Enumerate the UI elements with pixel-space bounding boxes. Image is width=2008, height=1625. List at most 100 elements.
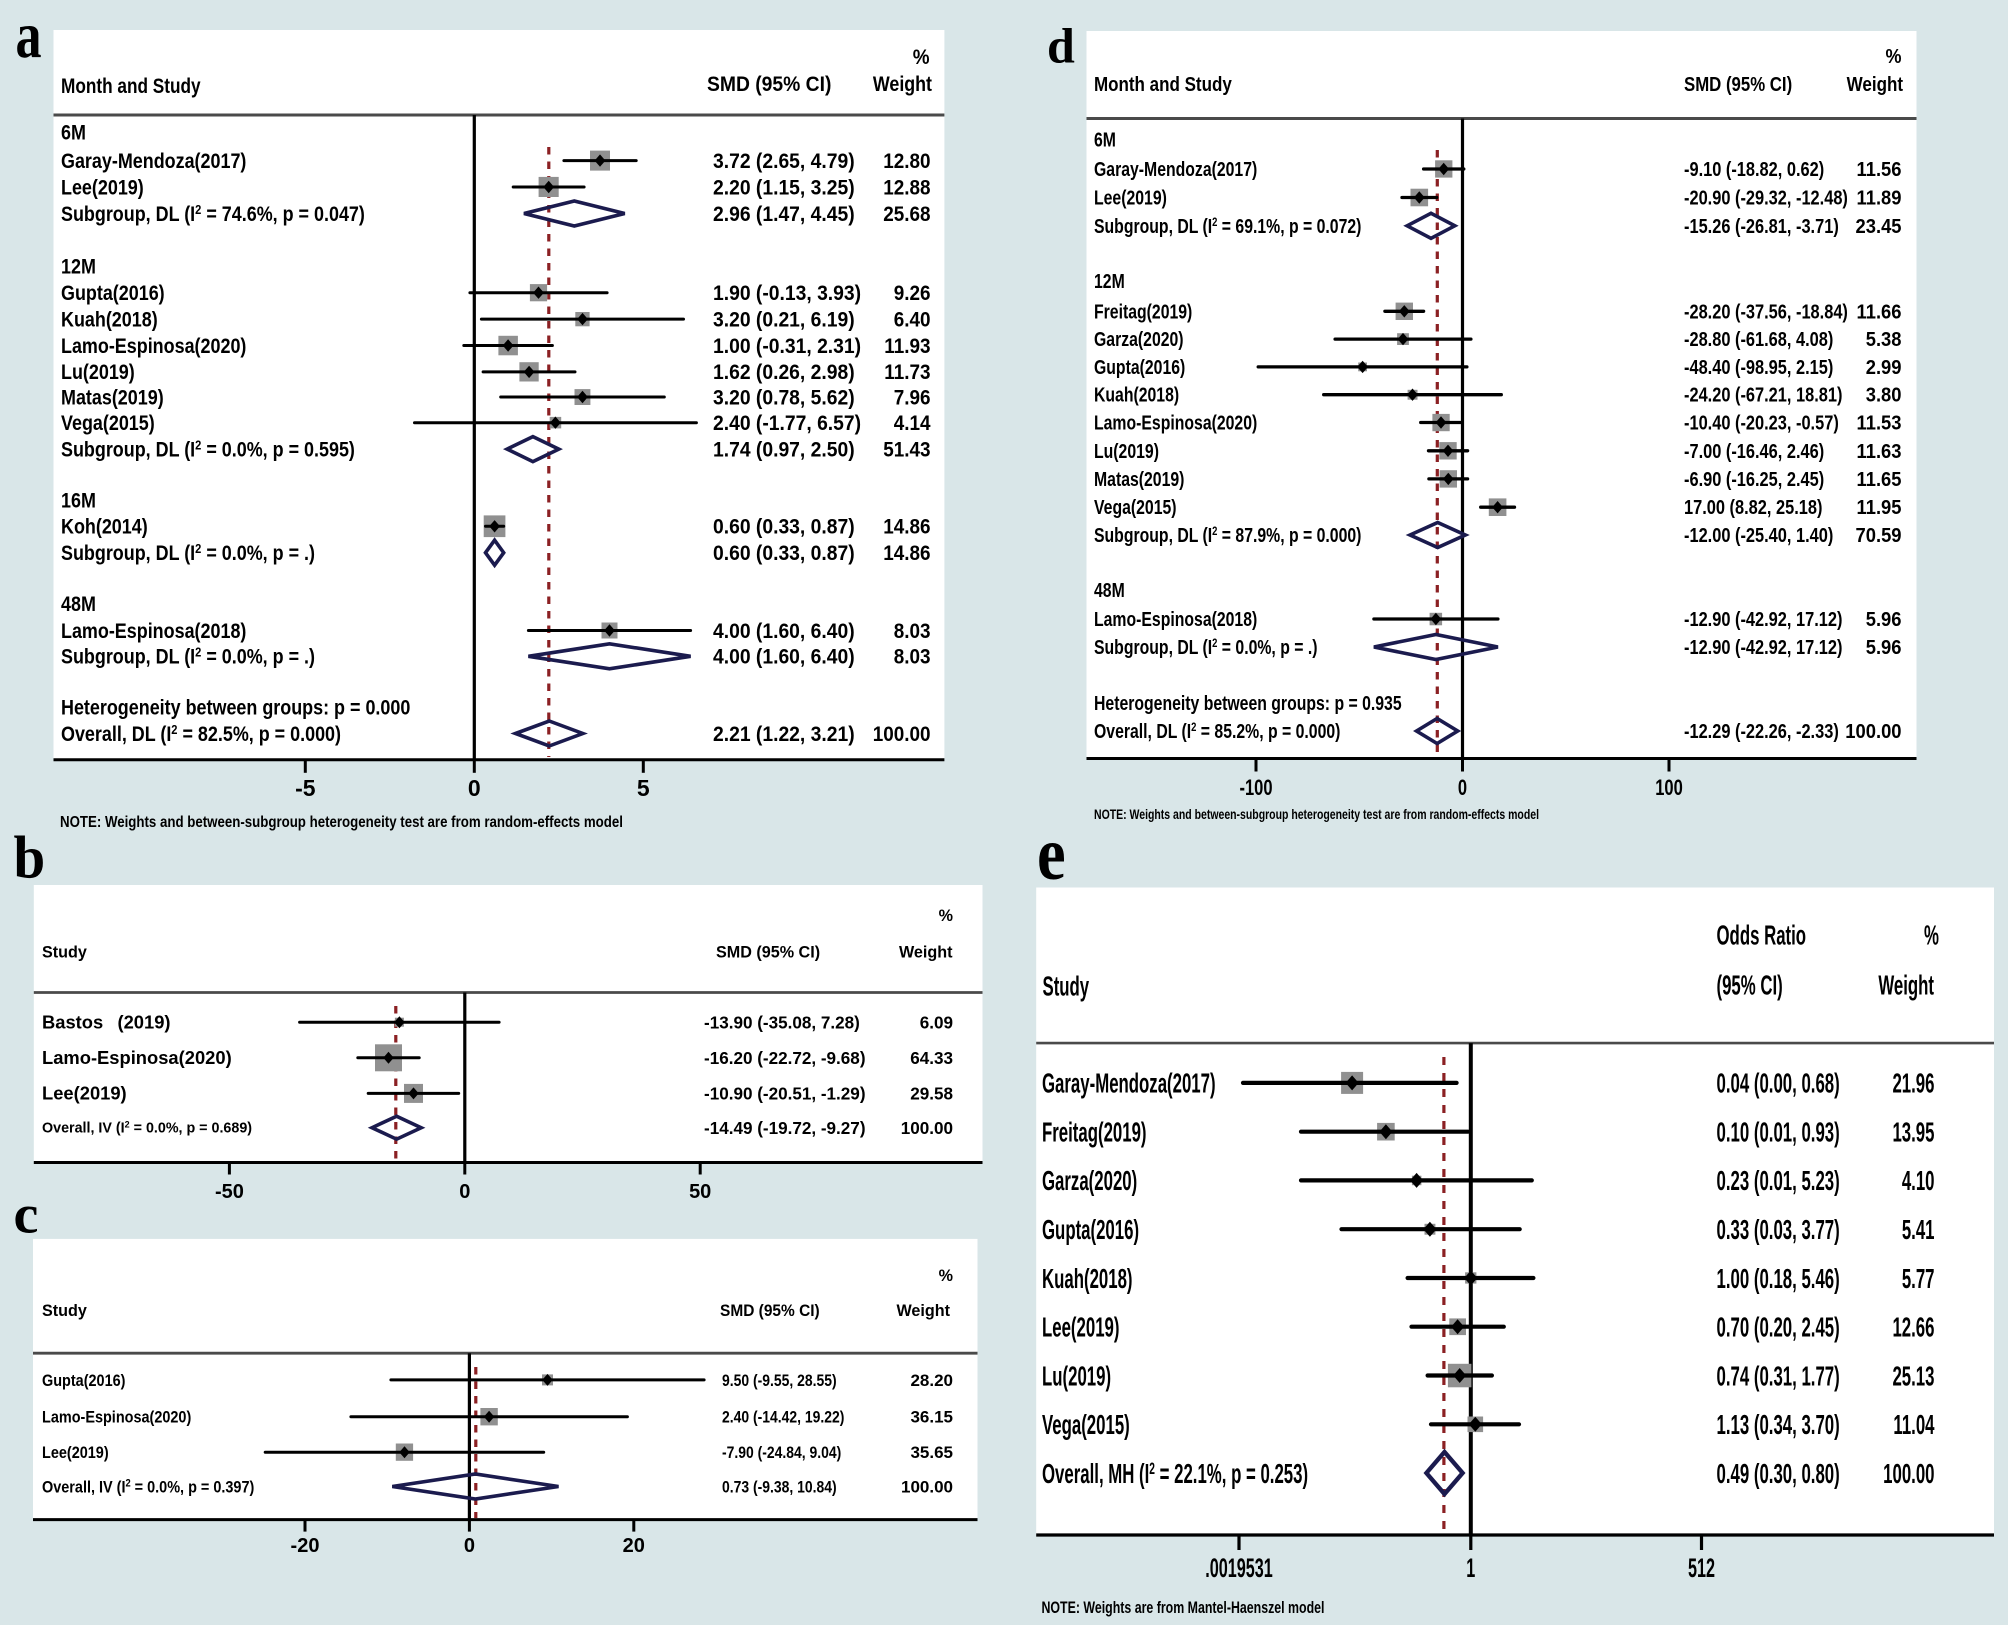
svg-text:Lamo-Espinosa(2018): Lamo-Espinosa(2018) bbox=[61, 620, 246, 644]
svg-text:-16.20 (-22.72, -9.68): -16.20 (-22.72, -9.68) bbox=[704, 1048, 866, 1069]
svg-text:0.10 (0.01, 0.93): 0.10 (0.01, 0.93) bbox=[1717, 1116, 1840, 1148]
svg-text:70.59: 70.59 bbox=[1856, 525, 1902, 547]
svg-text:%: % bbox=[1885, 46, 1901, 68]
svg-text:Gupta(2016): Gupta(2016) bbox=[1094, 356, 1185, 378]
svg-text:21.96: 21.96 bbox=[1892, 1067, 1934, 1099]
svg-text:2.96 (1.47, 4.45): 2.96 (1.47, 4.45) bbox=[713, 203, 855, 226]
svg-text:%: % bbox=[939, 906, 954, 925]
svg-text:Lu(2019): Lu(2019) bbox=[1042, 1360, 1111, 1392]
svg-text:4.00 (1.60, 6.40): 4.00 (1.60, 6.40) bbox=[713, 646, 855, 669]
svg-text:0.04 (0.00, 0.68): 0.04 (0.00, 0.68) bbox=[1717, 1067, 1840, 1099]
svg-text:3.20 (0.21, 6.19): 3.20 (0.21, 6.19) bbox=[713, 309, 855, 332]
svg-text:Lamo-Espinosa(2020): Lamo-Espinosa(2020) bbox=[42, 1048, 232, 1068]
svg-text:0.73 (-9.38, 10.84): 0.73 (-9.38, 10.84) bbox=[722, 1478, 837, 1497]
svg-text:Garza(2020): Garza(2020) bbox=[1042, 1165, 1137, 1197]
svg-text:-10.40 (-20.23, -0.57): -10.40 (-20.23, -0.57) bbox=[1684, 411, 1839, 434]
svg-text:0: 0 bbox=[1458, 776, 1467, 801]
svg-text:5.77: 5.77 bbox=[1902, 1262, 1935, 1294]
svg-text:Subgroup, DL (I2 = 0.0%, p = 0: Subgroup, DL (I2 = 0.0%, p = 0.595) bbox=[61, 438, 355, 462]
svg-text:-28.80 (-61.68, 4.08): -28.80 (-61.68, 4.08) bbox=[1684, 328, 1833, 351]
svg-text:512: 512 bbox=[1688, 1553, 1715, 1583]
svg-text:-7.00 (-16.46, 2.46): -7.00 (-16.46, 2.46) bbox=[1684, 439, 1824, 462]
svg-text:100.00: 100.00 bbox=[1845, 721, 1901, 743]
svg-text:0: 0 bbox=[464, 1535, 475, 1557]
svg-text:6.40: 6.40 bbox=[894, 309, 931, 332]
svg-text:Vega(2015): Vega(2015) bbox=[61, 412, 155, 436]
svg-text:Lee(2019): Lee(2019) bbox=[42, 1084, 127, 1104]
svg-text:-13.90 (-35.08, 7.28): -13.90 (-35.08, 7.28) bbox=[704, 1012, 860, 1033]
svg-text:0.33 (0.03, 3.77): 0.33 (0.03, 3.77) bbox=[1717, 1214, 1840, 1246]
svg-text:.0019531: .0019531 bbox=[1205, 1553, 1273, 1583]
svg-text:Kuah(2018): Kuah(2018) bbox=[61, 308, 158, 332]
svg-text:Weight: Weight bbox=[873, 72, 933, 96]
svg-text:25.13: 25.13 bbox=[1892, 1360, 1934, 1392]
svg-text:Study: Study bbox=[42, 942, 88, 961]
svg-text:Subgroup, DL (I2 = 0.0%, p = .: Subgroup, DL (I2 = 0.0%, p = .) bbox=[61, 541, 315, 565]
svg-text:8.03: 8.03 bbox=[894, 646, 931, 669]
svg-text:-9.10 (-18.82, 0.62): -9.10 (-18.82, 0.62) bbox=[1684, 157, 1824, 180]
svg-text:1: 1 bbox=[1466, 1553, 1475, 1583]
svg-text:Subgroup, DL (I2 = 0.0%, p = .: Subgroup, DL (I2 = 0.0%, p = .) bbox=[61, 645, 315, 669]
svg-text:-6.90 (-16.25, 2.45): -6.90 (-16.25, 2.45) bbox=[1684, 467, 1824, 490]
svg-text:11.56: 11.56 bbox=[1857, 159, 1902, 181]
svg-text:-20: -20 bbox=[291, 1535, 320, 1557]
svg-text:Subgroup, DL (I2 = 0.0%, p = .: Subgroup, DL (I2 = 0.0%, p = .) bbox=[1094, 636, 1317, 658]
svg-text:Gupta(2016): Gupta(2016) bbox=[42, 1372, 125, 1390]
svg-text:Lamo-Espinosa(2020): Lamo-Espinosa(2020) bbox=[42, 1409, 191, 1427]
svg-text:12.80: 12.80 bbox=[883, 150, 930, 173]
svg-text:a: a bbox=[16, 0, 42, 71]
svg-text:28.20: 28.20 bbox=[910, 1371, 953, 1390]
svg-text:6M: 6M bbox=[1094, 129, 1116, 151]
svg-text:0.60 (0.33, 0.87): 0.60 (0.33, 0.87) bbox=[713, 516, 855, 539]
svg-text:-7.90 (-24.84, 9.04): -7.90 (-24.84, 9.04) bbox=[722, 1444, 841, 1463]
svg-text:13.95: 13.95 bbox=[1892, 1116, 1934, 1148]
svg-text:Overall, DL (I2 = 82.5%, p = 0: Overall, DL (I2 = 82.5%, p = 0.000) bbox=[61, 722, 341, 746]
svg-text:2.40 (-14.42, 19.22): 2.40 (-14.42, 19.22) bbox=[722, 1408, 844, 1427]
svg-text:48M: 48M bbox=[1094, 579, 1125, 601]
svg-text:Garza(2020): Garza(2020) bbox=[1094, 328, 1184, 350]
svg-text:Garay-Mendoza(2017): Garay-Mendoza(2017) bbox=[61, 150, 246, 174]
svg-text:Overall, DL (I2 = 85.2%, p = 0: Overall, DL (I2 = 85.2%, p = 0.000) bbox=[1094, 720, 1340, 742]
svg-text:Garay-Mendoza(2017): Garay-Mendoza(2017) bbox=[1094, 158, 1257, 180]
svg-text:11.04: 11.04 bbox=[1893, 1409, 1934, 1441]
svg-text:Subgroup, DL (I2 = 87.9%, p =: Subgroup, DL (I2 = 87.9%, p = 0.000) bbox=[1094, 524, 1361, 546]
svg-text:-14.49 (-19.72, -9.27): -14.49 (-19.72, -9.27) bbox=[704, 1118, 866, 1139]
svg-text:Lee(2019): Lee(2019) bbox=[42, 1444, 109, 1462]
svg-text:-24.20 (-67.21, 18.81): -24.20 (-67.21, 18.81) bbox=[1684, 383, 1842, 406]
svg-text:Month and Study: Month and Study bbox=[61, 75, 201, 98]
svg-text:Freitag(2019): Freitag(2019) bbox=[1094, 301, 1192, 323]
svg-text:4.00 (1.60, 6.40): 4.00 (1.60, 6.40) bbox=[713, 620, 855, 643]
svg-text:11.95: 11.95 bbox=[1857, 498, 1902, 520]
svg-text:1.13 (0.34, 3.70): 1.13 (0.34, 3.70) bbox=[1717, 1409, 1840, 1441]
svg-text:Heterogeneity between groups:: Heterogeneity between groups: p = 0.935 bbox=[1094, 692, 1402, 714]
svg-text:Lamo-Espinosa(2020): Lamo-Espinosa(2020) bbox=[61, 335, 246, 359]
svg-text:3.20 (0.78, 5.62): 3.20 (0.78, 5.62) bbox=[713, 387, 855, 410]
svg-text:2.20 (1.15, 3.25): 2.20 (1.15, 3.25) bbox=[713, 177, 855, 200]
svg-text:100.00: 100.00 bbox=[901, 1118, 954, 1139]
svg-text:Garay-Mendoza(2017): Garay-Mendoza(2017) bbox=[1042, 1067, 1216, 1099]
svg-text:36.15: 36.15 bbox=[910, 1408, 953, 1427]
svg-text:100.00: 100.00 bbox=[873, 723, 931, 746]
svg-text:Lamo-Espinosa(2018): Lamo-Espinosa(2018) bbox=[1094, 608, 1257, 630]
svg-text:6M: 6M bbox=[61, 121, 86, 145]
svg-text:Subgroup, DL (I2 = 74.6%, p =: Subgroup, DL (I2 = 74.6%, p = 0.047) bbox=[61, 202, 365, 226]
svg-text:4.10: 4.10 bbox=[1902, 1165, 1935, 1197]
svg-text:Matas(2019): Matas(2019) bbox=[61, 386, 164, 410]
svg-text:25.68: 25.68 bbox=[883, 203, 930, 226]
svg-text:0: 0 bbox=[459, 1181, 470, 1203]
svg-text:2.40 (-1.77, 6.57): 2.40 (-1.77, 6.57) bbox=[713, 412, 861, 435]
svg-text:Kuah(2018): Kuah(2018) bbox=[1094, 384, 1179, 406]
svg-text:20: 20 bbox=[623, 1535, 645, 1557]
svg-text:9.26: 9.26 bbox=[894, 282, 931, 305]
svg-text:Weight: Weight bbox=[1878, 969, 1934, 1001]
svg-text:0.70 (0.20, 2.45): 0.70 (0.20, 2.45) bbox=[1717, 1311, 1840, 1343]
svg-text:Matas(2019): Matas(2019) bbox=[1094, 468, 1184, 490]
svg-text:3.72 (2.65, 4.79): 3.72 (2.65, 4.79) bbox=[713, 150, 855, 173]
svg-text:-28.20 (-37.56, -18.84): -28.20 (-37.56, -18.84) bbox=[1684, 300, 1848, 323]
svg-text:Weight: Weight bbox=[899, 942, 953, 961]
svg-text:NOTE: Weights and between-subg: NOTE: Weights and between-subgroup heter… bbox=[60, 814, 623, 831]
svg-text:Overall, MH (I2 = 22.1%, p = 0: Overall, MH (I2 = 22.1%, p = 0.253) bbox=[1042, 1457, 1308, 1489]
svg-text:SMD (95% CI): SMD (95% CI) bbox=[707, 73, 831, 96]
svg-text:2.99: 2.99 bbox=[1866, 357, 1902, 379]
svg-text:48M: 48M bbox=[61, 593, 96, 617]
